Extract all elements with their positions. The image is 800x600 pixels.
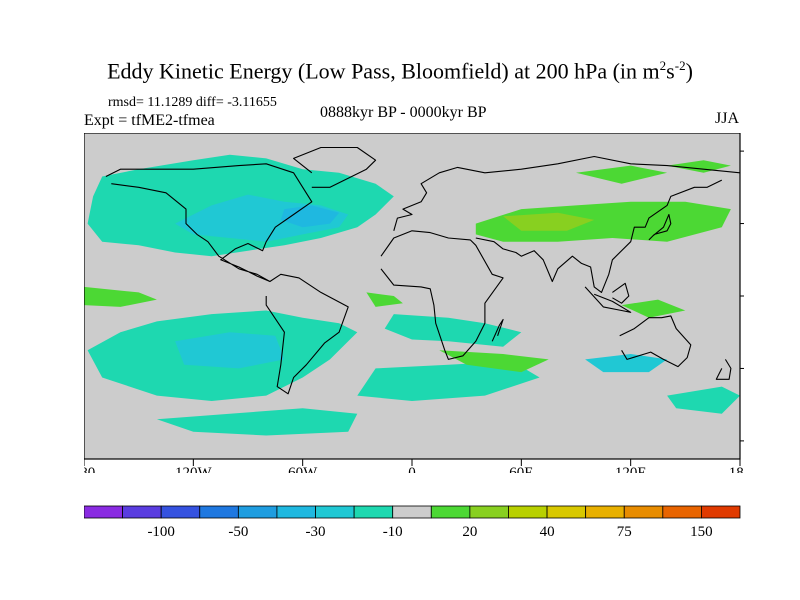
colorbar-box [122, 505, 162, 519]
colorbar-label: -10 [383, 524, 403, 540]
coastline [619, 315, 692, 368]
colorbar-box [469, 505, 509, 519]
coastline [393, 155, 740, 231]
colorbar: -100 -50 -30 -10 20 40 75 150 [84, 505, 741, 540]
contour-region [667, 386, 740, 414]
coastline [293, 146, 377, 188]
colorbar-box [585, 505, 625, 519]
colorbar-box [623, 505, 664, 519]
colorbar-label: -100 [147, 524, 175, 540]
colorbar-labels: -100 -50 -30 -10 20 40 75 150 [147, 524, 712, 540]
period-label: 0888kyr BP - 0000kyr BP [320, 104, 487, 121]
stats-text: rmsd= 11.1289 diff= -3.11655 [108, 95, 277, 110]
colorbar-box [276, 505, 316, 519]
coastlines [105, 146, 740, 395]
lon-label: 60W [288, 465, 318, 473]
coastline [475, 179, 723, 293]
map-title: Eddy Kinetic Energy (Low Pass, Bloomfiel… [107, 58, 693, 84]
coastline [105, 163, 313, 283]
colorbar-box [662, 505, 702, 519]
contour-region [84, 286, 157, 307]
coastline [612, 282, 630, 304]
contour-region [667, 160, 731, 173]
lon-label: 180 [729, 465, 744, 473]
lon-label: 60E [509, 465, 533, 473]
colorbar-label: 150 [690, 524, 713, 540]
colorbar-label: 75 [617, 524, 632, 540]
contour-region [503, 212, 595, 231]
colorbar-label: -50 [228, 524, 248, 540]
colorbar-label: 40 [540, 524, 555, 540]
colorbar-box [315, 505, 355, 519]
colorbar-box [392, 505, 432, 519]
coastline [380, 230, 504, 360]
experiment-label: Expt = tfME2-tfmea [84, 112, 215, 129]
colorbar-box [353, 505, 394, 519]
colorbar-box [199, 505, 239, 519]
contour-region [384, 314, 522, 347]
contour-region [156, 408, 358, 436]
contour-region [576, 165, 668, 184]
colorbar-box [84, 505, 123, 519]
coastline [491, 318, 504, 342]
lon-label: 120W [175, 465, 213, 473]
contour-region [439, 350, 549, 373]
contour-region [280, 205, 340, 228]
coastline [648, 213, 672, 241]
contour-region [175, 332, 285, 369]
eke-map: 80N40N040S80S180120W60W060E120E180 [84, 133, 744, 473]
colorbar-label: 20 [462, 524, 477, 540]
season-label: JJA [715, 110, 740, 127]
colorbar-box [430, 505, 471, 519]
colorbar-box [237, 505, 278, 519]
colorbar-box [508, 505, 548, 519]
contour-region [357, 361, 540, 401]
map-axes: 80N40N040S80S180120W60W060E120E180 [84, 150, 744, 473]
lon-label: 180 [84, 465, 95, 473]
coastline [584, 286, 632, 313]
colorbar-box [546, 505, 587, 519]
contour-region [585, 354, 668, 373]
lon-label: 120E [615, 465, 647, 473]
colorbar-box [701, 505, 741, 519]
contour-region [366, 292, 403, 307]
coastline [715, 359, 732, 380]
colorbar-label: -30 [306, 524, 326, 540]
coastline [265, 273, 349, 395]
contour-region [475, 201, 731, 242]
map-field [84, 133, 740, 459]
contour-region [621, 299, 686, 318]
eke-contours [84, 154, 740, 436]
lon-label: 0 [408, 465, 416, 473]
colorbar-boxes [84, 505, 741, 519]
colorbar-box [160, 505, 201, 519]
